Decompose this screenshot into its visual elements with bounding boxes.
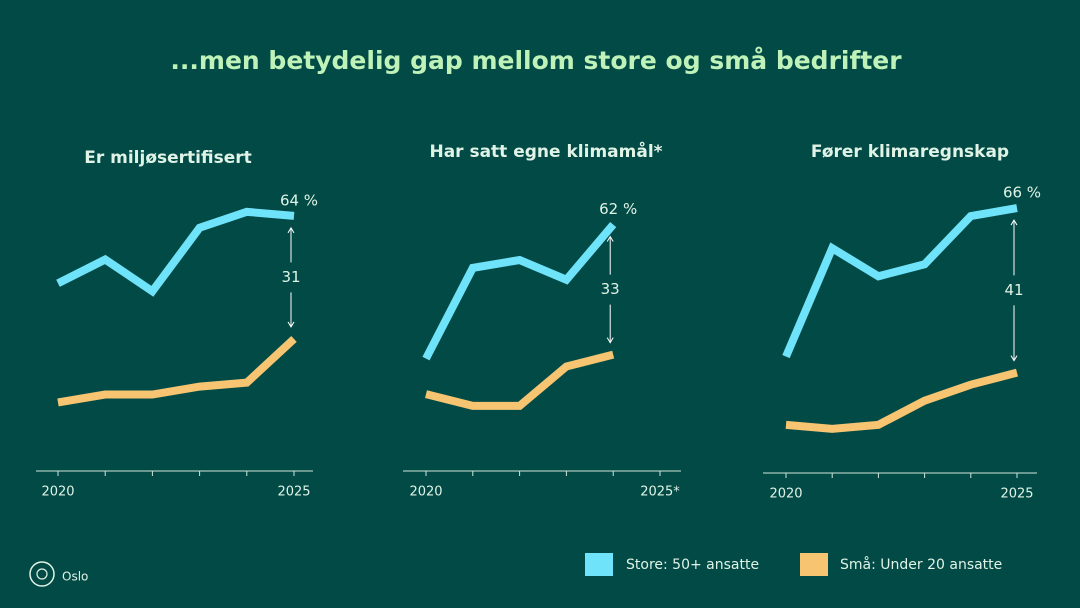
x-tick-label: 2025 [277,485,310,500]
x-tick-label: 2020 [409,485,442,500]
logo-text: Oslo [62,570,88,584]
x-tick-label: 2020 [769,487,802,502]
x-tick-label: 2025 [1000,487,1033,502]
logo-icon [29,561,55,587]
slide-title: ...men betydelig gap mellom store og små… [170,46,902,75]
chart-title: Er miljøsertifisert [84,148,252,168]
x-tick-label: 2020 [41,485,74,500]
gap-label: 41 [1004,281,1023,299]
value-label: 66 % [1003,184,1041,202]
x-tick-label: 2025* [640,485,680,500]
arrow-head [287,226,295,234]
series-line [782,204,1018,359]
logo: Oslo [29,561,88,587]
gap-label: 31 [281,268,300,286]
arrow-head [287,321,295,328]
legend-swatch [585,553,613,576]
gap-label: 33 [601,280,620,298]
series-line [425,350,615,410]
chart-title: Fører klimaregnskap [811,142,1009,162]
arrow-head [606,337,614,344]
series-line [422,221,617,361]
logo-icon-inner [36,568,48,580]
arrow-head [606,235,614,242]
legend-label: Små: Under 20 ansatte [840,556,1002,573]
legend-swatch [800,553,828,576]
series-line [57,336,297,407]
value-label: 62 % [599,200,637,218]
chart-title: Har satt egne klimamål* [429,140,662,162]
series-line [56,207,295,297]
value-label: 64 % [280,191,318,209]
legend-label: Store: 50+ ansatte [626,557,759,573]
arrow-head [1010,355,1018,362]
series-line [785,368,1019,433]
arrow-head [1010,219,1018,226]
